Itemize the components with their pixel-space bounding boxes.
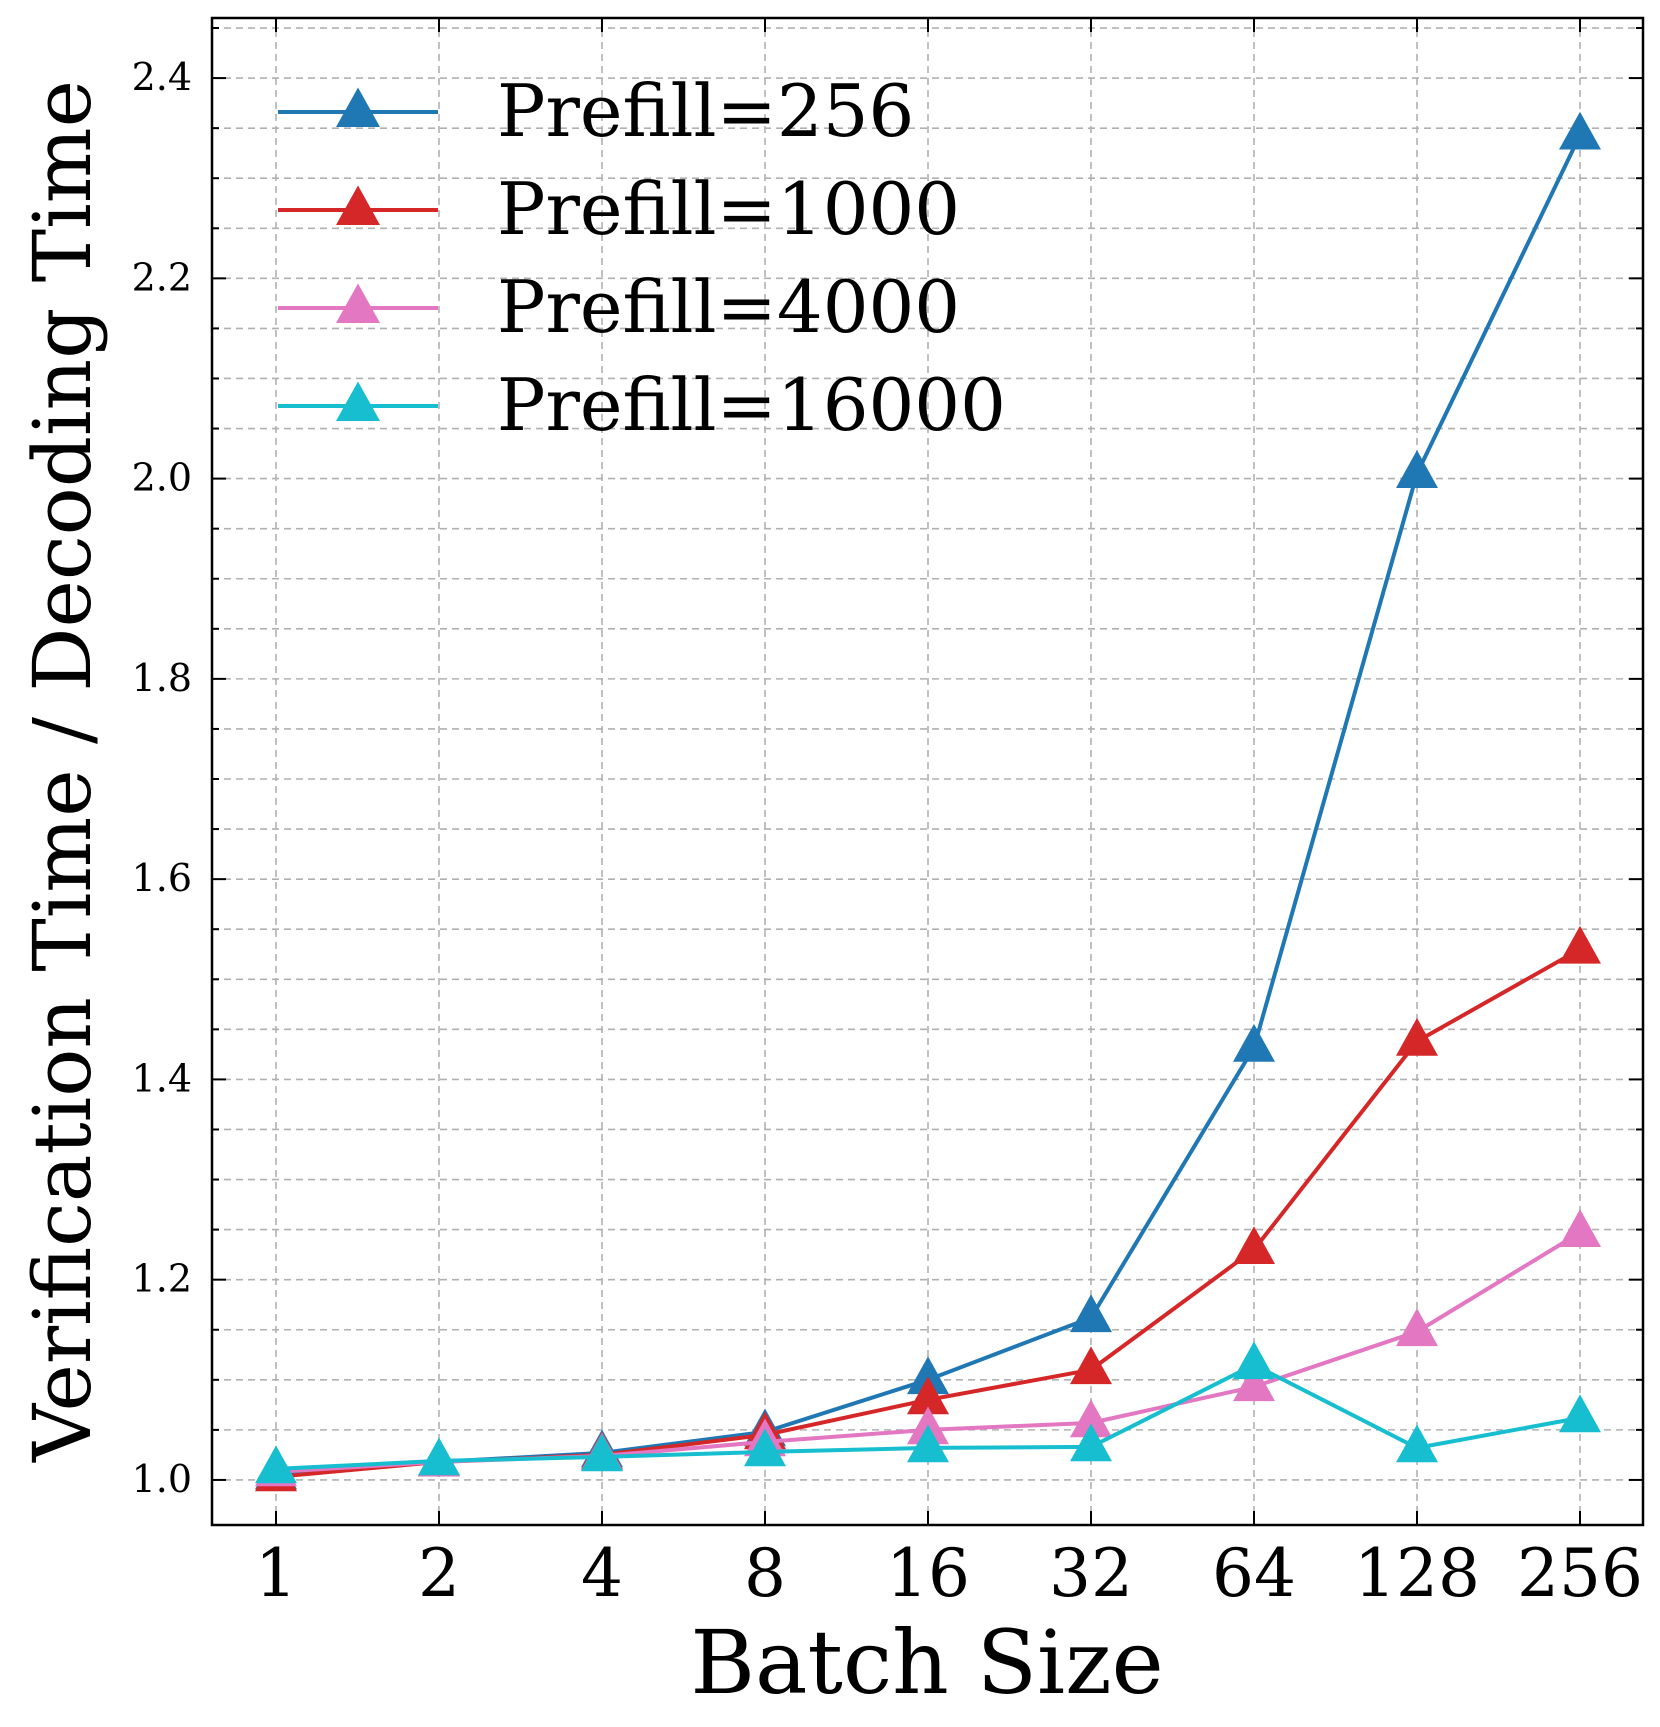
legend-label: Prefill=256 (497, 69, 914, 153)
grid (212, 18, 1643, 1525)
legend-marker (336, 283, 380, 324)
y-tick-label: 1.0 (132, 1457, 192, 1501)
data-point (581, 1433, 623, 1472)
legend-marker (336, 87, 380, 128)
data-point (1070, 1423, 1112, 1462)
data-point (1396, 1424, 1438, 1463)
x-tick-label: 4 (581, 1535, 623, 1612)
data-point (1070, 1346, 1112, 1385)
data-point (1070, 1399, 1112, 1438)
legend: Prefill=256 Prefill=1000 Prefill=4000 Prefi… (278, 69, 1006, 447)
data-point (907, 1424, 949, 1463)
data-point (907, 1356, 949, 1395)
legend-entry: Prefill=256 (278, 69, 914, 153)
data-point (418, 1437, 460, 1476)
data-point (1396, 1017, 1438, 1056)
legend-label: Prefill=16000 (497, 363, 1006, 447)
legend-entry: Prefill=4000 (278, 265, 960, 349)
data-point (1559, 1394, 1601, 1433)
x-axis-title: Batch Size (690, 1611, 1163, 1714)
series-group (255, 111, 1601, 1492)
data-point (255, 1445, 297, 1484)
x-tick-label: 256 (1517, 1535, 1643, 1612)
data-point (1070, 1294, 1112, 1333)
ticks: 1.0 1.2 1.4 1.6 1.8 2.0 2.2 2.4 1 2 4 8 16 32 64 128 256 (132, 18, 1643, 1612)
y-axis-title: Verification Time / Decoding Time (16, 80, 109, 1463)
data-point (744, 1428, 786, 1467)
legend-entry: Prefill=1000 (278, 167, 960, 251)
y-tick-label: 2.2 (132, 255, 192, 299)
data-point (1559, 925, 1601, 964)
data-point (1396, 1308, 1438, 1347)
x-tick-label: 8 (744, 1535, 786, 1612)
x-tick-label: 1 (255, 1535, 297, 1612)
legend-label: Prefill=1000 (497, 167, 960, 251)
y-tick-label: 1.8 (132, 656, 192, 700)
y-tick-label: 1.2 (132, 1257, 192, 1301)
legend-entry: Prefill=16000 (278, 363, 1006, 447)
data-point (1559, 1209, 1601, 1247)
data-point (1233, 1023, 1275, 1062)
x-tick-label: 32 (1049, 1535, 1133, 1612)
x-tick-label: 128 (1354, 1535, 1480, 1612)
x-tick-label: 2 (418, 1535, 460, 1612)
data-point (1559, 111, 1601, 150)
y-tick-label: 1.6 (132, 856, 192, 900)
data-point (1233, 1226, 1275, 1264)
y-tick-label: 2.4 (132, 55, 192, 99)
data-point (1233, 1363, 1275, 1402)
x-tick-label: 16 (886, 1535, 970, 1612)
y-tick-label: 2.0 (132, 456, 192, 500)
legend-label: Prefill=4000 (497, 265, 960, 349)
series-3 (255, 1341, 1601, 1484)
legend-marker (336, 381, 380, 422)
legend-marker (336, 185, 380, 226)
data-point (1396, 450, 1438, 488)
y-tick-label: 1.4 (132, 1056, 192, 1100)
x-tick-label: 64 (1212, 1535, 1296, 1612)
data-point (907, 1376, 949, 1415)
data-point (1233, 1341, 1275, 1380)
